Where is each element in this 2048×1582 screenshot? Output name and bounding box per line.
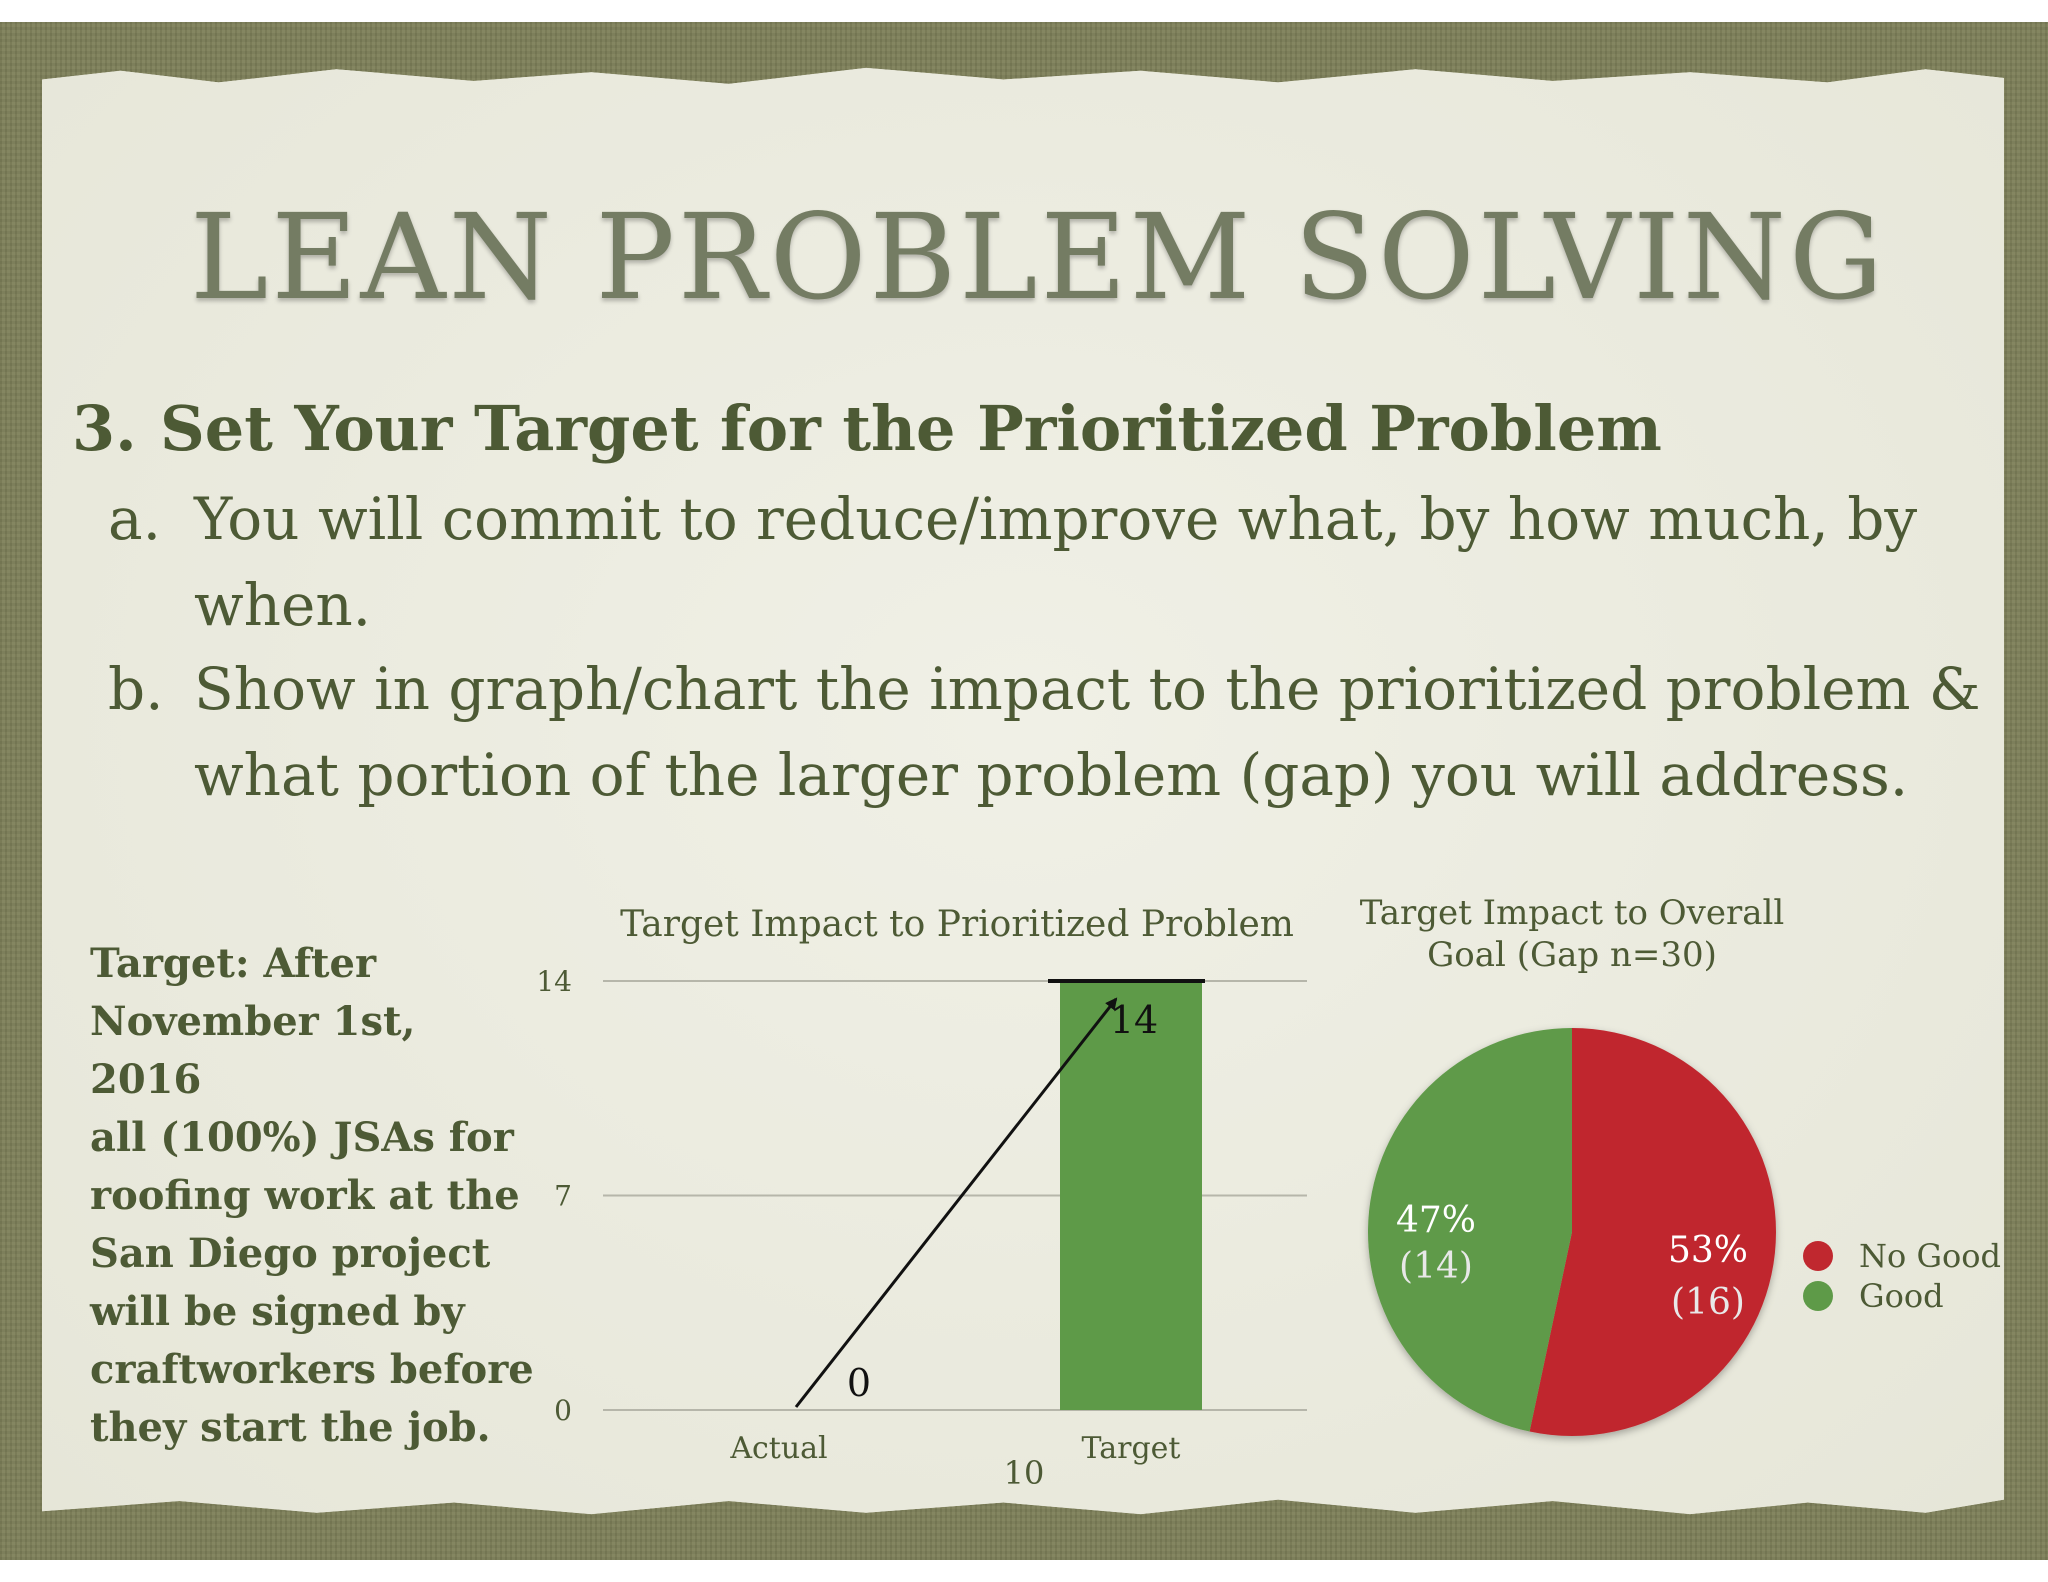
slice-count-label: (14) [1399,1246,1473,1287]
pie-slice-good [1368,1028,1572,1432]
pie-slices [1368,1028,1777,1436]
legend-label: Good [1859,1277,1944,1315]
list-item-label: a. [108,485,162,553]
slice-percent-label: 53% [1668,1230,1748,1271]
step-number: 3. [72,392,137,465]
list-item-line: You will commit to reduce/improve what, … [194,485,1918,553]
target-line: Target: After [90,940,377,987]
data-label: 14 [1110,998,1158,1042]
target-line: craftworkers before [90,1346,534,1393]
bar-chart: Target Impact to Prioritized Problem 0 7 14… [536,904,1307,1466]
data-label: 0 [847,1361,871,1405]
legend-marker [1803,1241,1833,1271]
target-line: they start the job. [90,1404,491,1451]
list-item-line: Show in graph/chart the impact to the pr… [194,655,1981,723]
pie-title: Target Impact to Overall [1360,893,1785,933]
y-tick-label: 7 [554,1180,572,1213]
list-item-label: b. [108,655,164,723]
y-tick-label: 14 [536,965,572,998]
target-statement: Target: After November 1st, 2016 all (10… [90,935,540,1457]
target-line: all (100%) JSAs for [90,1114,514,1161]
step-heading-text: Set Your Target for the Prioritized Prob… [160,392,1662,465]
page-number: 10 [1004,1454,1045,1492]
list-item-line: what portion of the larger problem (gap)… [194,741,1909,809]
x-tick-label: Actual [729,1431,827,1466]
list-item-line: when. [194,571,372,639]
pie-slice-no-good [1529,1028,1777,1436]
slice-percent-label: 47% [1396,1200,1476,1241]
target-line: November 1st, 2016 [90,998,416,1103]
y-tick-label: 0 [554,1394,572,1427]
legend-label: No Good [1859,1237,2001,1275]
legend-marker [1803,1281,1833,1311]
step-heading: 3. Set Your Target for the Prioritized Pr… [72,392,1662,465]
target-line: San Diego project [90,1230,491,1277]
improvement-arrow [794,997,1118,1408]
bar-chart-title: Target Impact to Prioritized Problem [620,904,1294,945]
bar-target [1060,981,1202,1410]
target-line: will be signed by [90,1288,465,1335]
pie-title: Goal (Gap n=30) [1427,935,1717,975]
x-tick-label: Target [1082,1431,1181,1466]
slide-title: LEAN PROBLEM SOLVING [190,188,1887,326]
target-line: roofing work at the [90,1172,520,1219]
slice-count-label: (16) [1671,1282,1745,1323]
